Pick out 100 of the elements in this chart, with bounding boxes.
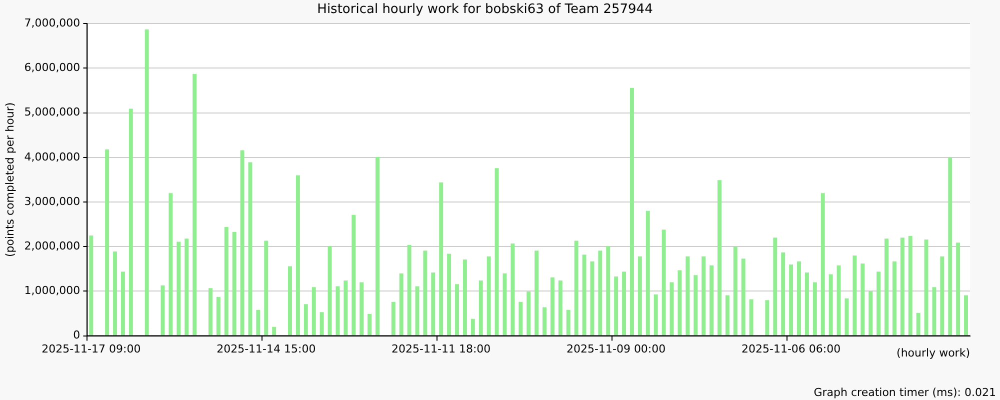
bar [916,313,920,336]
bar [741,258,746,336]
bar [494,168,499,336]
bar [510,243,515,336]
y-tick-label: 1,000,000 [24,284,80,298]
bar [542,307,546,336]
bar [120,272,125,336]
bar [654,294,658,336]
bar [423,250,428,336]
bar [399,273,404,336]
bar [168,193,173,336]
bar [868,291,873,336]
bar [781,252,786,336]
bar [368,314,372,336]
bar [733,246,738,336]
bar [208,288,212,336]
bar [184,238,189,336]
bar [614,276,618,336]
bar [582,254,586,336]
bar [749,299,754,336]
bar [272,326,276,336]
bar [820,193,825,336]
bar [765,300,770,336]
bar [710,265,714,336]
bar [940,256,944,336]
bar [725,295,730,336]
bar [352,214,356,336]
bar [574,240,578,336]
bar [932,287,936,336]
bar [622,272,626,336]
bar [964,295,968,336]
x-axis-title: (hourly work) [896,346,970,360]
bar [304,304,308,336]
bar [773,238,778,336]
bar [789,264,794,336]
bar [375,156,380,336]
bar [876,272,881,336]
bar [144,29,149,336]
bar [590,261,594,336]
bar [455,284,459,336]
bar [702,256,706,336]
bar [662,230,666,336]
bar [606,246,610,336]
x-tick-label: 2025-11-17 09:00 [42,342,141,356]
bar [462,260,467,336]
bar [296,175,300,336]
bar [638,256,642,336]
bar [176,242,181,336]
bar [550,277,554,336]
bar [828,274,833,336]
bar [470,318,475,336]
y-tick-label: 4,000,000 [24,150,80,164]
bar [844,298,849,336]
bar [288,266,292,336]
bar [694,275,698,336]
bar [447,254,452,336]
bar [908,236,912,336]
bar [248,162,252,336]
bar [518,302,523,336]
bar [320,312,324,336]
bar [860,264,865,336]
bar [478,280,483,336]
bar [534,250,539,336]
bar [128,108,133,336]
bar [797,261,801,336]
x-tick-label: 2025-11-09 00:00 [566,342,666,356]
bar [630,88,634,336]
bar [336,286,340,336]
bar [192,74,197,336]
bar [852,256,857,336]
bar [558,280,562,336]
bar [391,302,396,336]
x-tick-label: 2025-11-14 15:00 [216,342,316,356]
bar [526,292,531,336]
bar [900,238,904,336]
bar [431,272,436,336]
bar [646,210,650,336]
bar [717,180,722,336]
bar [502,273,507,336]
bar [264,240,268,336]
y-tick-label: 3,000,000 [24,194,80,208]
bar [240,150,244,336]
bar [956,242,960,336]
bar [566,310,570,336]
bar [812,282,817,336]
bar [89,235,94,336]
bar [105,149,110,336]
bar [678,270,682,336]
y-tick-label: 5,000,000 [24,106,80,119]
y-tick-label: 0 [73,328,80,342]
bar [344,280,348,336]
bar [804,272,809,336]
bar [407,244,412,336]
bar [312,287,316,336]
text: Graph creation timer (ms): 0.021 [814,386,996,399]
bar [836,265,841,336]
bar [948,157,952,336]
chart-title: Historical hourly work for bobski63 of Team 257944 [317,2,653,18]
bar [232,232,236,336]
bar [486,256,491,336]
